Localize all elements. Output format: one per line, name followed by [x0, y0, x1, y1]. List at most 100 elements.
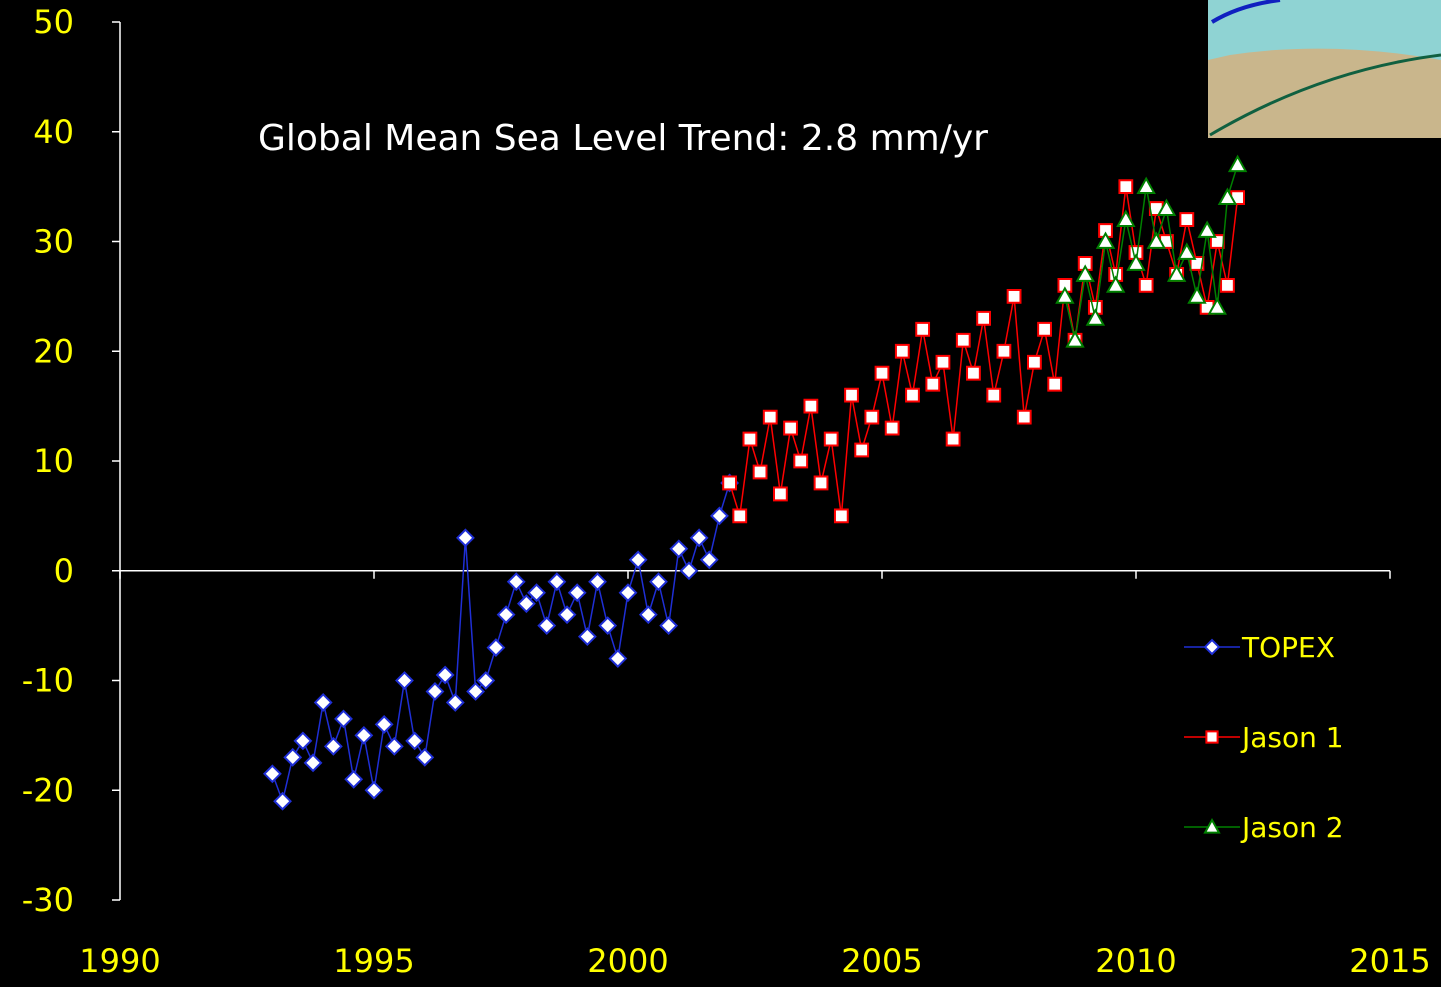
data-point: [754, 466, 767, 479]
x-tick-label: 1995: [333, 942, 414, 980]
data-point: [569, 585, 585, 601]
data-point: [305, 755, 321, 771]
legend-marker: [1206, 731, 1217, 742]
data-point: [1048, 378, 1061, 391]
data-point: [987, 389, 1000, 402]
data-point: [784, 422, 797, 435]
data-point: [549, 574, 565, 590]
data-point: [701, 552, 717, 568]
data-point: [620, 585, 636, 601]
data-point: [488, 640, 504, 656]
y-tick-label: 50: [33, 3, 74, 41]
y-tick-label: 30: [33, 223, 74, 261]
data-point: [896, 345, 909, 358]
series: [264, 475, 737, 809]
x-tick-label: 2015: [1349, 942, 1430, 980]
data-point: [937, 356, 950, 369]
data-point: [845, 389, 858, 402]
data-point: [774, 488, 787, 501]
data-point: [447, 694, 463, 710]
data-point: [498, 607, 514, 623]
legend-marker: [1205, 640, 1219, 654]
data-point: [437, 667, 453, 683]
y-tick-label: -30: [22, 881, 74, 919]
data-point: [691, 530, 707, 546]
data-point: [650, 574, 666, 590]
data-point: [275, 793, 291, 809]
data-point: [366, 782, 382, 798]
x-tick-label: 1990: [79, 942, 160, 980]
data-point: [315, 694, 331, 710]
legend-label: Jason 2: [1240, 811, 1344, 844]
data-point: [559, 607, 575, 623]
legend-label: TOPEX: [1241, 631, 1335, 664]
x-tick-label: 2000: [587, 942, 668, 980]
data-point: [876, 367, 889, 380]
data-point: [1199, 223, 1215, 237]
data-point: [916, 323, 929, 336]
data-point: [1018, 411, 1031, 424]
y-tick-label: -20: [22, 771, 74, 809]
data-point: [1119, 180, 1132, 193]
data-point: [1038, 323, 1051, 336]
y-tick-label: 0: [54, 552, 74, 590]
data-point: [764, 411, 777, 424]
x-tick-label: 2010: [1095, 942, 1176, 980]
data-point: [1221, 279, 1234, 292]
data-point: [427, 683, 443, 699]
chart-title: Global Mean Sea Level Trend: 2.8 mm/yr: [258, 118, 988, 159]
data-point: [640, 607, 656, 623]
data-point: [285, 749, 301, 765]
data-point: [590, 574, 606, 590]
inset-map: [1208, 0, 1441, 138]
data-point: [396, 673, 412, 689]
data-point: [610, 651, 626, 667]
data-point: [865, 411, 878, 424]
data-point: [926, 378, 939, 391]
data-point: [386, 738, 402, 754]
y-tick-label: 20: [33, 332, 74, 370]
data-point: [376, 716, 392, 732]
y-tick-label: 10: [33, 442, 74, 480]
data-point: [661, 618, 677, 634]
data-point: [600, 618, 616, 634]
data-point: [681, 563, 697, 579]
data-point: [835, 509, 848, 522]
data-point: [855, 444, 868, 457]
y-tick-label: 40: [33, 113, 74, 151]
data-point: [1008, 290, 1021, 303]
data-point: [1180, 213, 1193, 226]
data-point: [977, 312, 990, 325]
data-point: [264, 766, 280, 782]
chart: Global Mean Sea Level Trend: 2.8 mm/yr -…: [0, 0, 1441, 987]
data-point: [794, 455, 807, 468]
data-point: [417, 749, 433, 765]
legend-label: Jason 1: [1240, 721, 1344, 754]
data-point: [1028, 356, 1041, 369]
data-point: [295, 733, 311, 749]
data-point: [346, 771, 362, 787]
data-point: [957, 334, 970, 347]
data-point: [630, 552, 646, 568]
data-point: [671, 541, 687, 557]
x-tick-label: 2005: [841, 942, 922, 980]
y-tick-label: -10: [22, 662, 74, 700]
data-point: [1140, 279, 1153, 292]
data-point: [336, 711, 352, 727]
data-point: [579, 629, 595, 645]
data-point: [325, 738, 341, 754]
data-point: [967, 367, 980, 380]
data-point: [998, 345, 1011, 358]
data-point: [711, 508, 727, 524]
data-point: [906, 389, 919, 402]
data-point: [886, 422, 899, 435]
data-point: [1138, 179, 1154, 193]
data-point: [407, 733, 423, 749]
data-point: [947, 433, 960, 446]
series: [723, 180, 1244, 522]
data-point: [723, 477, 736, 490]
data-point: [1230, 157, 1246, 171]
data-point: [744, 433, 757, 446]
data-point: [508, 574, 524, 590]
data-point: [539, 618, 555, 634]
